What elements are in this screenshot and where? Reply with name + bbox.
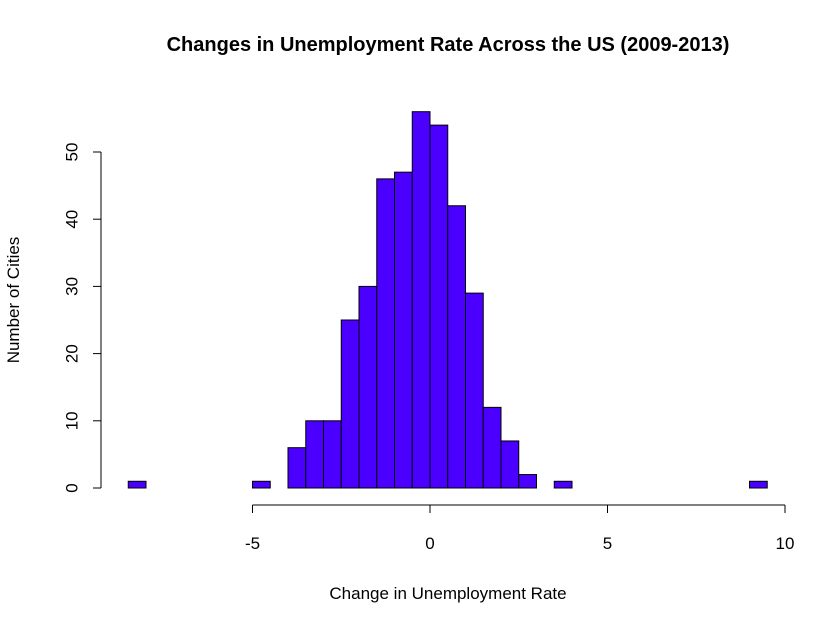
histogram-bar xyxy=(482,406,502,489)
histogram-bar xyxy=(305,420,324,489)
histogram-bar xyxy=(358,285,378,489)
histogram-bar xyxy=(518,474,537,489)
x-axis-label: Change in Unemployment Rate xyxy=(329,584,566,603)
y-axis-label: Number of Cities xyxy=(4,237,23,364)
chart-title: Changes in Unemployment Rate Across the … xyxy=(167,34,730,56)
histogram-bar xyxy=(411,111,431,489)
histogram-bar xyxy=(127,480,147,489)
histogram-bar xyxy=(287,447,307,489)
histogram-bar xyxy=(749,480,768,489)
histogram-bar xyxy=(340,319,360,489)
histogram-bar xyxy=(394,171,413,489)
histogram-bar xyxy=(447,205,466,489)
x-tick-label: 5 xyxy=(603,534,612,553)
histogram-bar xyxy=(376,178,395,489)
y-tick-label: 30 xyxy=(63,277,82,296)
y-tick-label: 40 xyxy=(63,210,82,229)
x-axis: -5 0 5 10 xyxy=(245,504,795,553)
y-tick-label: 50 xyxy=(63,143,82,162)
y-axis: 0 10 20 30 40 50 xyxy=(63,143,102,493)
histogram-bar xyxy=(553,480,573,489)
y-tick-label: 10 xyxy=(63,411,82,430)
bars-layer xyxy=(127,111,768,489)
x-tick-label: 0 xyxy=(425,534,434,553)
y-tick-label: 0 xyxy=(63,483,82,492)
histogram-bar xyxy=(252,480,271,489)
y-tick-label: 20 xyxy=(63,344,82,363)
x-tick-label: -5 xyxy=(245,534,260,553)
histogram-bar xyxy=(500,440,520,489)
histogram-bar xyxy=(429,124,449,489)
histogram-bar xyxy=(465,292,484,489)
histogram-bar xyxy=(323,420,342,489)
x-tick-label: 10 xyxy=(776,534,795,553)
